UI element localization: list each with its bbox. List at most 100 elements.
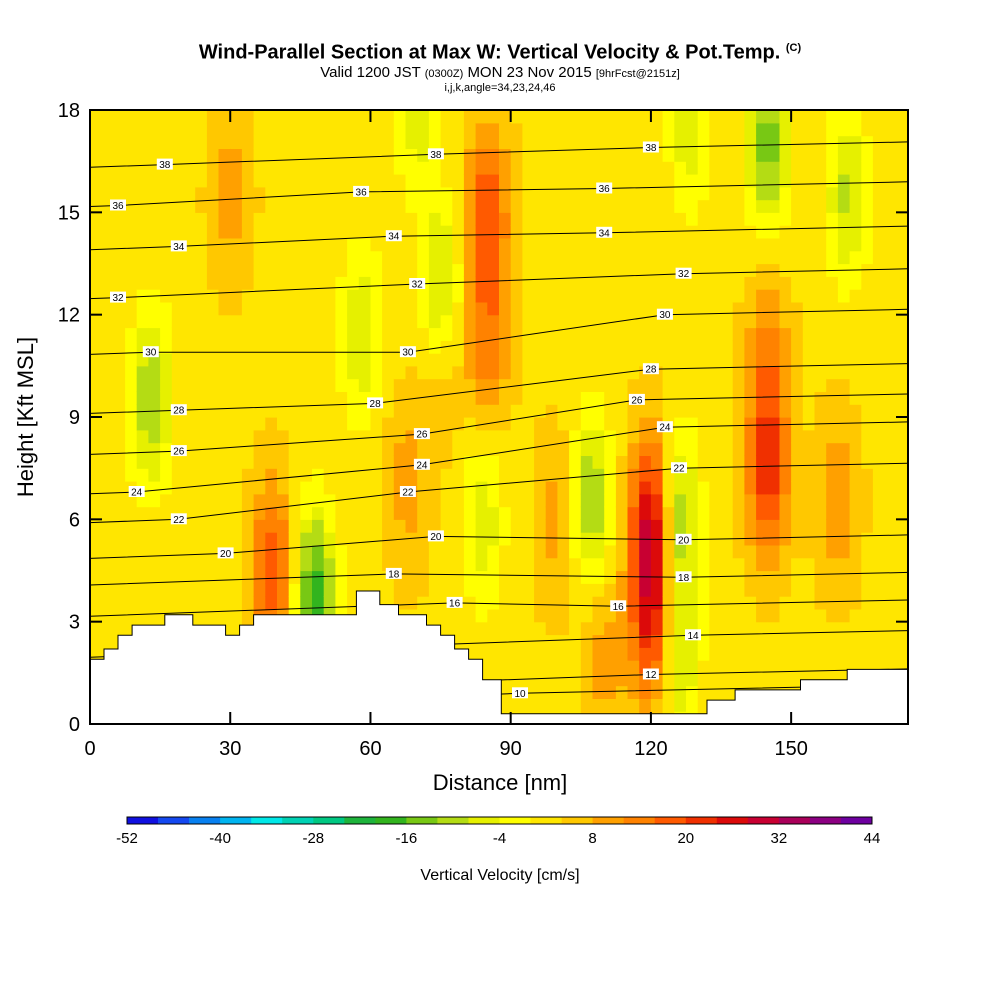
heat-cell	[125, 276, 138, 290]
heat-cell	[510, 148, 523, 162]
heat-cell	[580, 557, 594, 572]
heat-cell	[160, 519, 173, 533]
heat-cell	[779, 327, 792, 341]
heat-cell	[545, 634, 558, 648]
heat-cell	[802, 250, 816, 265]
heat-cell	[323, 583, 336, 597]
heat-cell	[393, 263, 407, 277]
heat-cell	[206, 557, 220, 572]
heat-cell	[580, 250, 594, 265]
heat-cell	[767, 148, 781, 162]
heat-cell	[428, 161, 442, 175]
heat-cell	[615, 250, 629, 265]
heat-cell	[253, 327, 266, 341]
heat-cell	[382, 212, 395, 226]
heat-cell	[452, 225, 465, 239]
heat-cell	[732, 237, 745, 252]
heat-cell	[323, 250, 336, 265]
heat-cell	[884, 557, 897, 572]
heat-cell	[732, 442, 745, 456]
heat-cell	[580, 647, 594, 661]
heat-cell	[639, 110, 652, 124]
heat-cell	[522, 608, 535, 623]
heat-cell	[767, 391, 781, 405]
heat-cell	[802, 557, 816, 572]
heat-cell	[230, 493, 243, 508]
heat-cell	[218, 532, 231, 546]
heat-cell	[522, 289, 535, 303]
colorbar-swatch	[189, 817, 221, 824]
heat-cell	[288, 174, 301, 188]
heat-cell	[358, 276, 372, 290]
heat-cell	[101, 468, 114, 482]
contour-label: 36	[599, 184, 611, 195]
heat-cell	[475, 634, 488, 648]
heat-cell	[510, 365, 523, 380]
heat-cell	[241, 186, 255, 201]
heat-cell	[662, 199, 675, 213]
contour-label: 16	[449, 598, 461, 609]
heat-cell	[896, 493, 908, 508]
heat-cell	[686, 429, 699, 444]
heat-cell	[206, 570, 220, 584]
heat-cell	[428, 506, 442, 520]
heat-cell	[171, 301, 185, 316]
heat-cell	[475, 608, 488, 623]
heat-cell	[499, 289, 512, 303]
heat-cell	[148, 570, 161, 584]
heat-cell	[861, 378, 874, 392]
heat-cell	[534, 186, 547, 201]
heat-cell	[148, 174, 161, 188]
heat-cell	[323, 301, 336, 316]
heat-cell	[861, 110, 874, 124]
heat-cell	[440, 468, 453, 482]
heat-cell	[802, 161, 816, 175]
heat-cell	[744, 583, 757, 597]
heat-cell	[510, 314, 523, 329]
heat-cell	[545, 250, 558, 265]
heat-cell	[510, 481, 523, 495]
heat-cell	[522, 532, 535, 546]
heat-cell	[569, 237, 582, 252]
heat-cell	[650, 122, 664, 137]
heat-cell	[697, 199, 710, 213]
heat-cell	[358, 314, 372, 329]
heat-cell	[125, 314, 138, 329]
heat-cell	[417, 365, 430, 380]
heat-cell	[405, 174, 418, 188]
heat-cell	[522, 199, 535, 213]
heat-cell	[826, 634, 839, 648]
heat-cell	[136, 237, 149, 252]
heat-cell	[241, 493, 255, 508]
heat-cell	[370, 110, 383, 124]
heat-cell	[393, 468, 407, 482]
heat-cell	[347, 417, 360, 431]
heat-cell	[896, 468, 908, 482]
heat-cell	[627, 340, 640, 354]
heat-cell	[826, 148, 839, 162]
heat-cell	[837, 314, 851, 329]
heat-cell	[721, 186, 734, 201]
heat-cell	[884, 596, 897, 610]
heat-cell	[382, 301, 395, 316]
heat-cell	[510, 544, 523, 559]
heat-cell	[872, 365, 886, 380]
heat-cell	[756, 250, 769, 265]
heat-cell	[218, 493, 231, 508]
heat-cell	[382, 519, 395, 533]
heat-cell	[417, 506, 430, 520]
heat-cell	[732, 557, 745, 572]
heat-cell	[849, 314, 862, 329]
heat-cell	[358, 378, 372, 392]
heat-cell	[534, 327, 547, 341]
heat-cell	[744, 493, 757, 508]
heat-cell	[347, 263, 360, 277]
heat-cell	[312, 583, 325, 597]
heat-cell	[253, 174, 266, 188]
heat-cell	[510, 417, 523, 431]
heat-cell	[125, 148, 138, 162]
heat-cell	[160, 506, 173, 520]
heat-cell	[756, 583, 769, 597]
heat-cell	[662, 557, 675, 572]
heat-cell	[487, 442, 500, 456]
